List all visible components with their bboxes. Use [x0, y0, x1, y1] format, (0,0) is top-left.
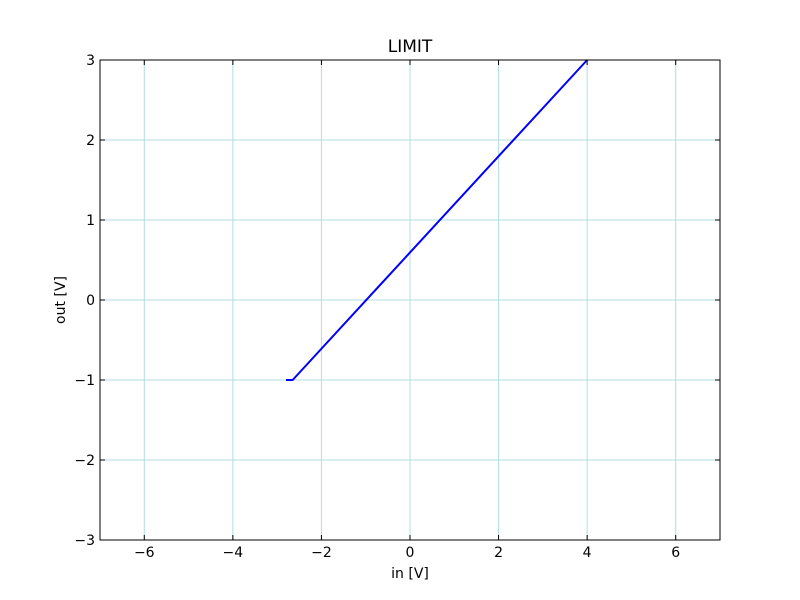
y-axis-label: out [V] — [53, 276, 69, 324]
y-tick-label: 1 — [86, 213, 95, 229]
x-axis-label: in [V] — [391, 566, 429, 582]
x-tick-label: 2 — [494, 545, 503, 561]
tick-labels: −6 −4 −2 0 2 4 6 −3 −2 −1 0 1 2 3 — [74, 53, 680, 561]
x-tick-label: −6 — [134, 545, 155, 561]
y-tick-label: 3 — [86, 53, 95, 69]
x-tick-label: 0 — [406, 545, 415, 561]
y-tick-label: 0 — [86, 293, 95, 309]
y-tick-label: −1 — [74, 373, 95, 389]
y-tick-label: −3 — [74, 533, 95, 549]
ticks — [100, 59, 720, 541]
x-tick-label: −4 — [223, 545, 244, 561]
y-tick-label: 2 — [86, 133, 95, 149]
x-tick-label: 6 — [671, 545, 680, 561]
x-tick-label: −2 — [311, 545, 332, 561]
x-tick-label: 4 — [583, 545, 592, 561]
grid — [100, 59, 720, 541]
series-line — [286, 59, 588, 381]
chart-title: LIMIT — [388, 37, 433, 57]
series-layer — [286, 59, 588, 381]
y-tick-label: −2 — [74, 453, 95, 469]
